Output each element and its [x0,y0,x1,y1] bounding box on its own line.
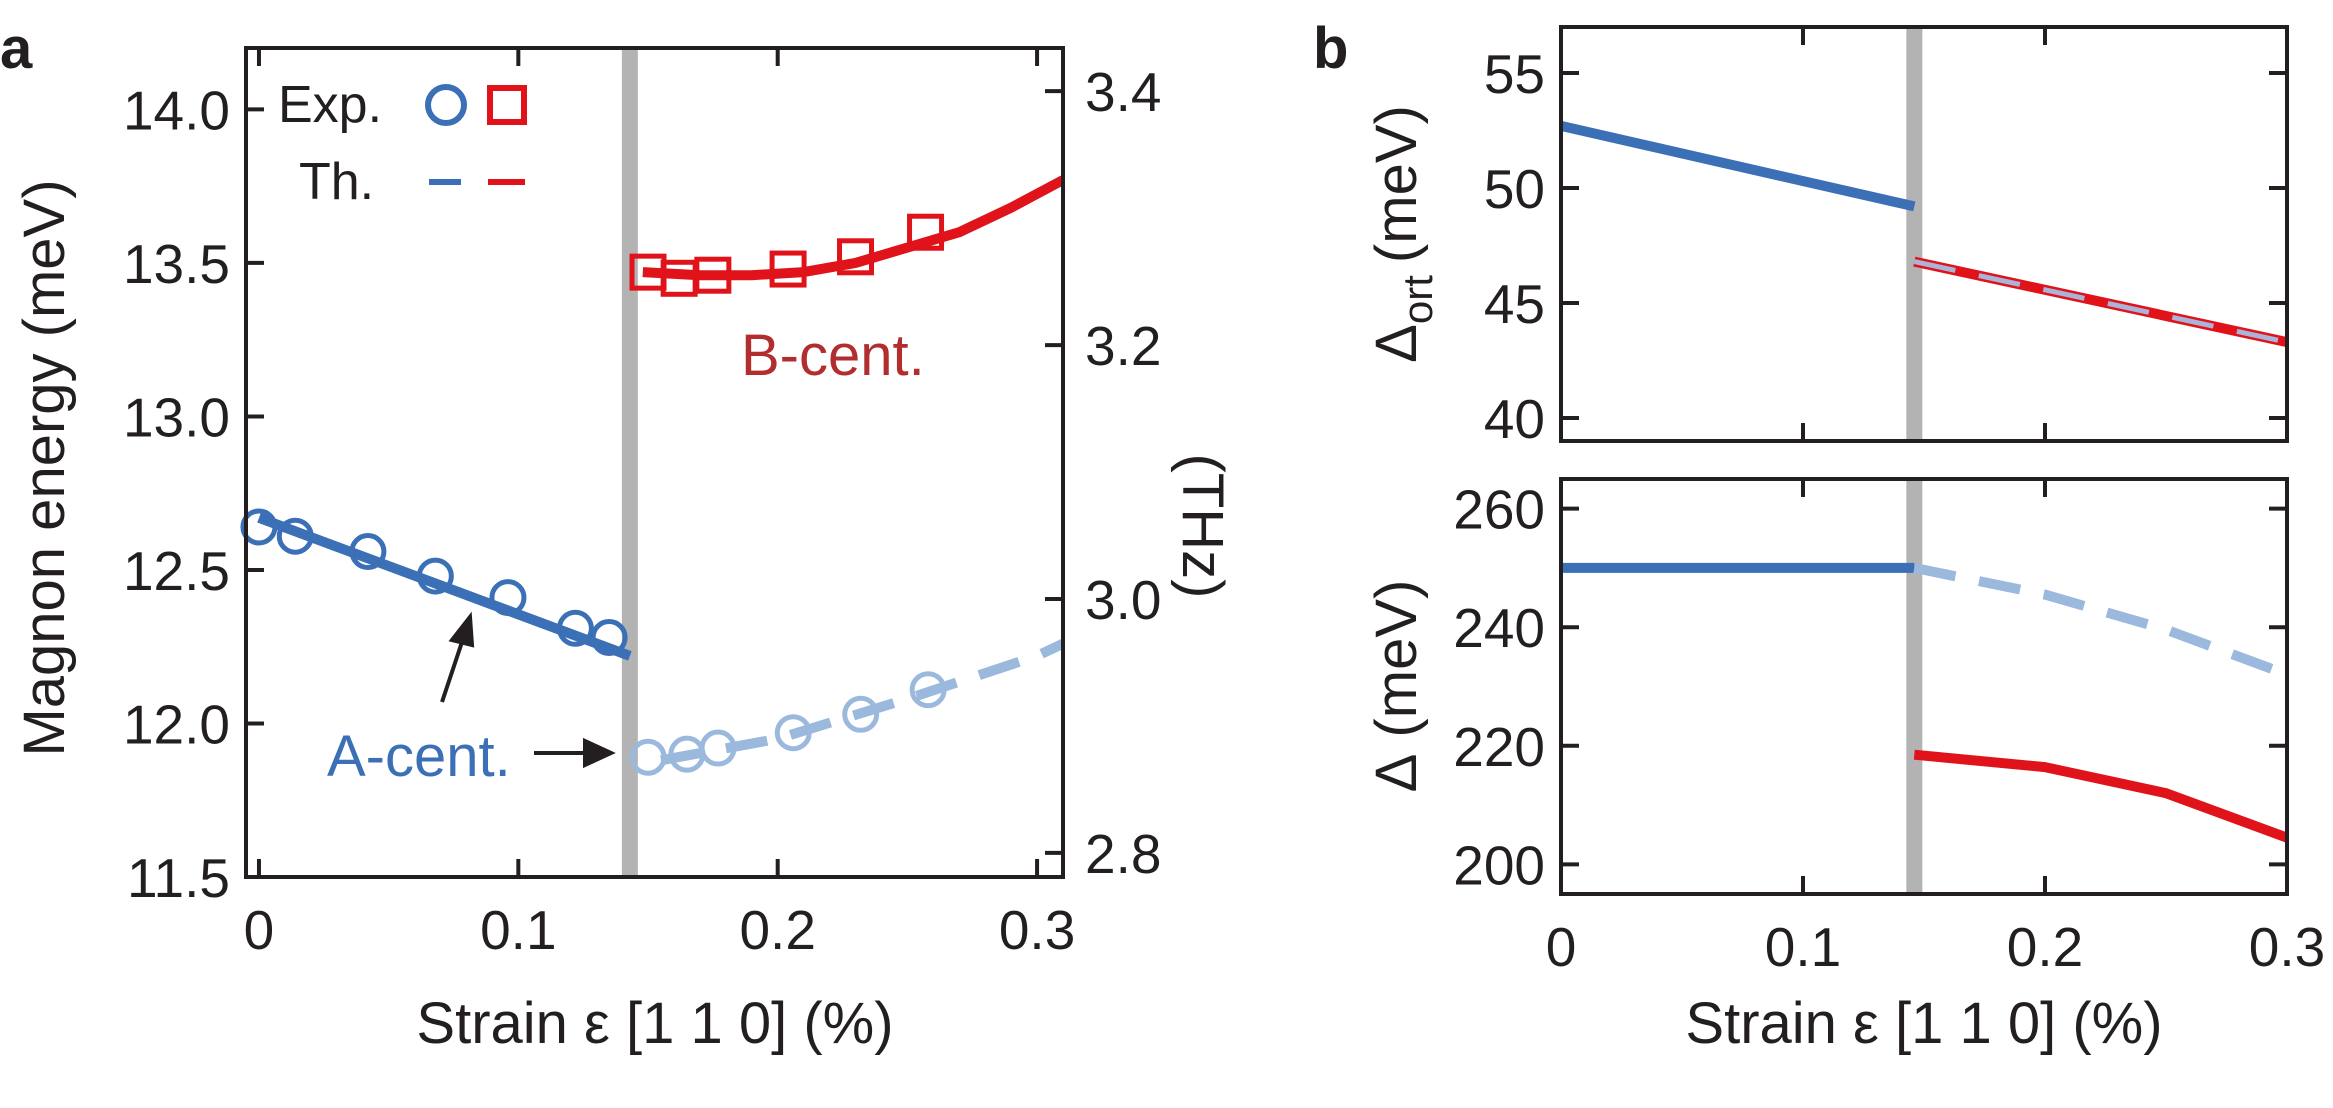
exp-square-marker [694,256,732,294]
y-axis-label-b-top-unit: (meV) [1364,105,1429,263]
exp-circle-marker [842,695,880,733]
series-line [660,639,1063,766]
exp-circle-marker [909,671,947,709]
x-ticks-b-bottom: 0 0.1 0.2 0.3 [1546,479,2325,978]
legend-exp-label: Exp. [278,76,382,134]
y-axis-label-b-bottom: Δ (meV) [1364,580,1429,793]
a-cent-arrows [440,611,616,769]
panel-a: a 0 0.1 0.2 0.3 11.5 12.0 12.5 13.0 13.5 14.0 2.… [0,16,1235,1056]
phase-boundary-bar [621,48,638,877]
exp-circle-marker [416,557,454,595]
phase-boundary-bar [1906,27,1923,441]
panel-a-label: a [0,16,33,81]
x-tick-label: 0.1 [480,899,556,961]
experimental-markers-a [240,213,947,776]
series-line [1913,563,2287,680]
y-ticks-b-bottom: 200 220 240 260 [1453,479,2287,896]
y-tick-label: 12.5 [123,540,230,602]
series-line [642,175,1063,281]
plot-frame-b-bottom [1559,477,2289,896]
a-cent-annotation: A-cent. [327,724,511,789]
exp-circle-marker [276,517,314,555]
exp-circle-marker [489,579,527,617]
legend-exp-square [487,85,527,125]
x-ticks-a: 0 0.1 0.2 0.3 [244,48,1075,961]
x-ticks-b-top [1559,27,2289,441]
exp-circle-marker [590,619,628,657]
y-axis-label-a: Magnon energy (meV) [12,179,77,756]
y-axis-label-b-top: Δort (meV) [1364,105,1441,363]
lines-b-bottom [1561,562,2287,843]
y-tick-label: 13.0 [123,386,230,448]
plot-frame-a [244,46,1065,879]
panel-b-label: b [1313,16,1348,81]
y2-tick-label: 2.8 [1085,823,1161,885]
y2-tick-label: 3.4 [1085,61,1161,123]
exp-circle-marker [556,609,594,647]
y-tick-label: 45 [1484,273,1545,335]
plot-frame-b-top [1559,25,2289,443]
legend-th-label: Th. [299,153,374,211]
x-tick-label: 0.2 [2007,916,2083,978]
x-tick-label: 0.2 [739,899,815,961]
y2-tick-label: 3.2 [1085,315,1161,377]
y-tick-label: 240 [1453,597,1545,659]
y-axis-label-b-bottom-unit: (meV) [1364,580,1429,738]
exp-square-marker [837,238,875,276]
series-line [1913,256,2287,347]
y-ticks-b-top: 40 45 50 55 [1484,43,2287,450]
phase-boundary-a [621,48,638,877]
exp-circle-marker [349,533,387,571]
exp-square-marker [769,250,807,288]
phase-boundary-b-bottom [1906,479,1923,894]
y-axis-label-b-top-symbol: Δ [1364,324,1429,363]
y-tick-label: 50 [1484,158,1545,220]
series-line [1561,121,1916,212]
b-cent-annotation: B-cent. [741,323,925,388]
legend-exp-circle [425,84,467,126]
y2-tick-label: 3.0 [1085,569,1161,631]
y-tick-label: 14.0 [123,79,230,141]
lines-b-top [1561,121,2287,347]
x-tick-label: 0 [244,899,275,961]
x-tick-label: 0.3 [2249,916,2325,978]
x-axis-label-b: Strain ε [1 1 0] (%) [1685,991,2162,1056]
y-tick-label: 55 [1484,43,1545,105]
phase-boundary-b-top [1906,27,1923,441]
series-line [1913,749,2287,843]
y-tick-label: 12.0 [123,693,230,755]
y-axis-label-b-bottom-symbol: Δ [1364,754,1429,793]
y2-axis-label-a: (THz) [1170,454,1235,599]
legend-a: Exp. Th. [278,76,527,211]
exp-circle-marker [629,738,667,776]
exp-circle-marker [774,714,812,752]
x-tick-label: 0.1 [1765,916,1841,978]
y-ticks-a: 11.5 12.0 12.5 13.0 13.5 14.0 [123,79,264,909]
y-tick-label: 220 [1453,716,1545,778]
y-tick-label: 260 [1453,479,1545,541]
y-tick-label: 200 [1453,834,1545,896]
x-tick-label: 0.3 [999,899,1075,961]
exp-square-marker [907,213,945,251]
y-tick-label: 40 [1484,388,1545,450]
y2-ticks-a: 2.8 3.0 3.2 3.4 [1045,61,1161,885]
y-axis-label-b-top-subscript: ort [1394,275,1441,324]
exp-circle-marker [240,508,278,546]
panel-b: b 40 45 50 55 Δort (meV) 0 0.1 0.2 0.3 200 220 24… [1313,16,2325,1056]
phase-boundary-bar [1906,479,1923,894]
y-tick-label: 11.5 [127,847,230,909]
x-tick-label: 0 [1546,916,1577,978]
x-axis-label-a: Strain ε [1 1 0] (%) [416,991,893,1056]
y-tick-label: 13.5 [123,233,230,295]
exp-circle-marker [699,729,737,767]
